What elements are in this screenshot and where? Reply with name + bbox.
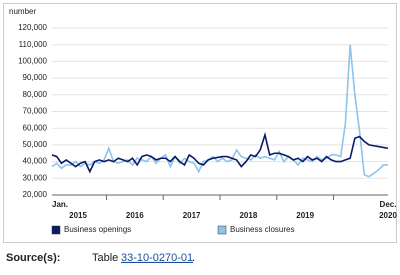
year-label: 2016	[126, 211, 144, 220]
year-label: 2020	[379, 211, 397, 220]
source-link[interactable]: 33-10-0270-01	[121, 252, 193, 264]
legend-swatch	[51, 225, 61, 235]
y-tick-label: 110,000	[19, 40, 48, 49]
source-label: Source(s):	[6, 252, 60, 264]
y-tick-label: 20,000	[23, 190, 48, 199]
legend-label: Business closures	[230, 225, 294, 234]
line-series	[51, 131, 389, 174]
legend-swatch	[217, 225, 227, 235]
source-end: .	[192, 252, 195, 264]
y-axis-label: number	[9, 7, 36, 16]
y-tick-label: 40,000	[23, 157, 48, 166]
year-label: 2019	[296, 211, 314, 220]
line-series	[51, 44, 388, 178]
y-tick-label: 120,000	[18, 23, 47, 32]
y-tick-label: 30,000	[23, 173, 48, 182]
year-label: 2015	[69, 211, 87, 220]
year-label: 2018	[239, 211, 257, 220]
y-tick-label: 80,000	[23, 90, 48, 99]
year-label: 2017	[183, 211, 201, 220]
y-tick-label: 100,000	[18, 57, 47, 66]
source-text: Table	[92, 252, 118, 264]
y-tick-label: 50,000	[23, 140, 48, 149]
x-tick-label: Dec.	[380, 200, 397, 209]
y-tick-label: 70,000	[23, 107, 48, 116]
y-tick-label: 90,000	[23, 73, 48, 82]
chart-frame	[3, 3, 397, 243]
legend-label: Business openings	[64, 225, 131, 234]
y-tick-label: 60,000	[23, 123, 48, 132]
x-tick-label: Jan.	[52, 200, 68, 209]
